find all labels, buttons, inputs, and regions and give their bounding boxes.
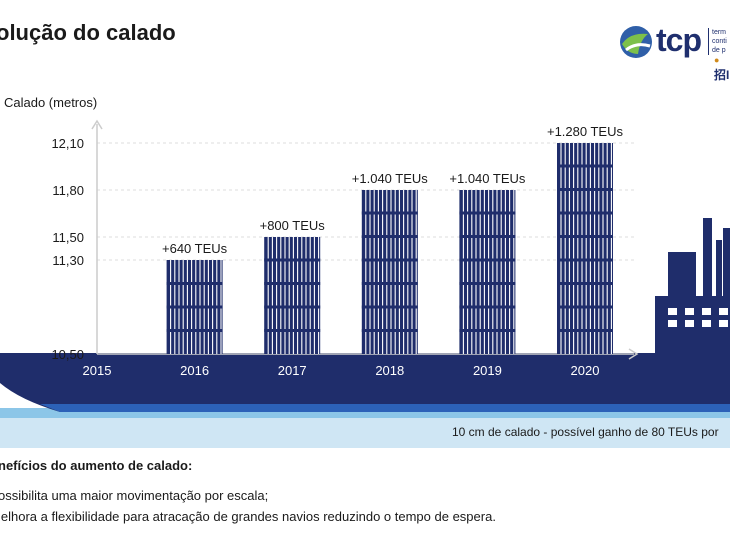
logo-subtitle: term conti de p	[708, 28, 727, 55]
bar-body	[361, 190, 418, 354]
data-label: +1.040 TEUs	[449, 171, 526, 186]
bar-row	[557, 282, 613, 285]
bar-row	[264, 329, 321, 332]
bar-row	[264, 305, 321, 309]
bar-body	[459, 190, 516, 354]
bar-row	[166, 329, 223, 332]
data-label: +1.280 TEUs	[547, 124, 624, 139]
bar	[166, 260, 223, 354]
bar-row	[361, 235, 418, 238]
tcp-logo: tcp term conti de p ● 招I	[616, 22, 730, 86]
footnote: 10 cm de calado - possível ganho de 80 T…	[452, 425, 719, 439]
x-tick-label: 2019	[473, 363, 502, 378]
bar	[264, 237, 321, 354]
bar-row	[361, 329, 418, 332]
bar-row	[459, 211, 516, 215]
bar-body	[557, 143, 613, 354]
bar-row	[361, 282, 418, 285]
data-label: +640 TEUs	[162, 241, 228, 256]
y-tick-label: 10,50	[51, 347, 84, 362]
bar-row	[361, 305, 418, 309]
y-tick-label: 11,30	[52, 253, 84, 268]
benefit-item: ossibilita uma maior movimentação por es…	[0, 488, 269, 503]
bar-row	[557, 258, 613, 262]
bar-row	[557, 188, 613, 191]
y-tick-label: 12,10	[51, 136, 84, 151]
benefit-item: lelhora a flexibilidade para atracação d…	[0, 509, 496, 524]
x-tick-label: 2020	[571, 363, 600, 378]
bar-row	[459, 282, 516, 285]
y-tick-label: 11,80	[52, 183, 84, 198]
bar	[361, 190, 418, 354]
bar-row	[557, 164, 613, 168]
bar-row	[166, 305, 223, 309]
bar-row	[459, 329, 516, 332]
bar-row	[459, 235, 516, 238]
y-axis-label: Calado (metros)	[4, 95, 97, 110]
bar-row	[264, 258, 321, 262]
globe-icon	[620, 26, 652, 58]
bar-row	[557, 329, 613, 332]
bar-row	[361, 258, 418, 262]
data-label: +1.040 TEUs	[352, 171, 429, 186]
bar	[459, 190, 516, 354]
bar-row	[557, 235, 613, 238]
data-label: +800 TEUs	[260, 218, 326, 233]
bar-row	[459, 258, 516, 262]
y-axis-arrow	[91, 119, 103, 130]
logo-chinese: 招I	[714, 68, 730, 82]
ship-hull-stripe	[40, 404, 730, 412]
bar-row	[557, 305, 613, 309]
ship-hull	[0, 353, 730, 412]
ship-superstructure	[655, 218, 730, 354]
bar-row	[459, 305, 516, 309]
cm-mark-icon: ●	[714, 55, 720, 65]
x-tick-label: 2015	[83, 363, 112, 378]
y-tick-label: 11,50	[52, 230, 84, 245]
logo-wordmark: tcp	[656, 22, 702, 58]
x-axis-arrow	[628, 348, 639, 360]
water-surface	[0, 408, 730, 418]
x-tick-label: 2018	[375, 363, 404, 378]
x-tick-label: 2016	[180, 363, 209, 378]
page-title: olução do calado	[0, 20, 176, 45]
bar-row	[361, 211, 418, 215]
benefits-title: nefícios do aumento de calado:	[0, 458, 193, 473]
bar-row	[557, 211, 613, 215]
bar	[557, 143, 613, 354]
bar-row	[264, 282, 321, 285]
bar-row	[166, 282, 223, 285]
bar-body	[264, 237, 321, 354]
x-tick-label: 2017	[278, 363, 307, 378]
